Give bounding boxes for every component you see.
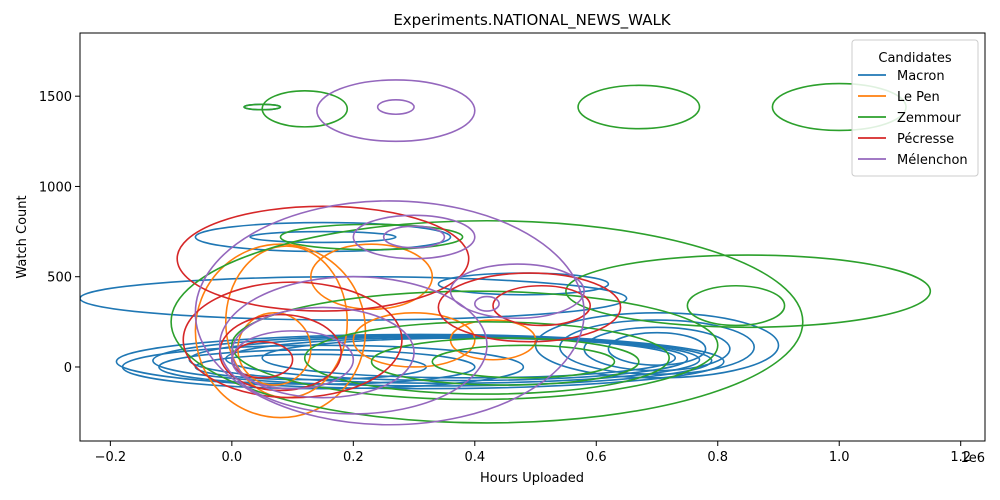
y-tick-label: 1000	[39, 180, 72, 195]
legend-label: Le Pen	[897, 90, 940, 105]
legend: Candidates Macron Le Pen Zemmour Pécresse Mé…	[851, 39, 979, 177]
contour-line	[194, 221, 452, 253]
contour-line	[686, 284, 786, 327]
contour-line	[182, 281, 403, 399]
contour-line	[352, 214, 476, 260]
contour-line	[370, 337, 640, 386]
legend-box	[851, 39, 979, 177]
x-axis-title: Hours Uploaded	[480, 471, 584, 486]
x-tick-label: 0.6	[586, 450, 607, 465]
chart-title: Experiments.NATIONAL_NEWS_WALK	[393, 11, 671, 30]
contour-line	[243, 103, 282, 111]
y-axis-title: Watch Count	[15, 195, 30, 278]
y-tick-label: 500	[47, 271, 72, 286]
contour-line	[431, 344, 616, 379]
x-tick-label: −0.2	[95, 450, 127, 465]
contour-line	[261, 89, 349, 128]
contour-line	[279, 223, 464, 251]
legend-title: Candidates	[878, 51, 951, 66]
contour-line	[303, 321, 670, 395]
contour-line	[176, 205, 470, 312]
legend-label: Zemmour	[897, 111, 961, 126]
x-tick-label: 1.2	[950, 450, 971, 465]
contour-line	[577, 84, 701, 130]
x-tick-label: 0.4	[464, 450, 485, 465]
legend-label: Pécresse	[897, 132, 954, 147]
contour-line	[492, 284, 592, 327]
contour-line	[473, 295, 500, 312]
contour-line	[158, 349, 476, 385]
contour-line	[352, 312, 476, 368]
contour-line	[261, 337, 677, 379]
x-tick-label: 0.8	[707, 450, 728, 465]
contour-line	[231, 330, 355, 390]
contour-layer	[80, 79, 932, 426]
contour-line	[607, 331, 707, 366]
contour-line	[115, 333, 725, 390]
contour-line	[121, 344, 525, 390]
x-tick-label: 0.2	[343, 450, 364, 465]
contour-line	[449, 263, 585, 320]
contour-line	[170, 219, 804, 424]
x-tick-label: 0.0	[222, 450, 243, 465]
series-mélenchon	[194, 79, 585, 426]
contour-line	[218, 275, 488, 415]
series-zemmour	[170, 82, 932, 424]
contour-line	[249, 230, 397, 244]
legend-label: Mélenchon	[897, 153, 968, 168]
contour-line	[316, 79, 476, 143]
y-tick-label: 1500	[39, 90, 72, 105]
x-axis-multiplier: 1e6	[960, 451, 985, 466]
x-axis: −0.2 0.0 0.2 0.4 0.6 0.8 1.0 1.2	[95, 441, 971, 465]
contour-line	[437, 272, 622, 343]
contour-line	[382, 225, 446, 249]
legend-label: Macron	[897, 69, 945, 84]
y-axis: 0 500 1000 1500	[39, 90, 80, 376]
plot-frame	[79, 32, 986, 442]
y-tick-label: 0	[64, 361, 72, 376]
contour-line	[565, 254, 932, 329]
contour-line	[231, 290, 719, 401]
contour-line	[310, 243, 434, 311]
x-tick-label: 1.0	[829, 450, 850, 465]
contour-line	[194, 200, 585, 426]
contour-line	[376, 98, 415, 116]
contour-line	[231, 306, 415, 399]
